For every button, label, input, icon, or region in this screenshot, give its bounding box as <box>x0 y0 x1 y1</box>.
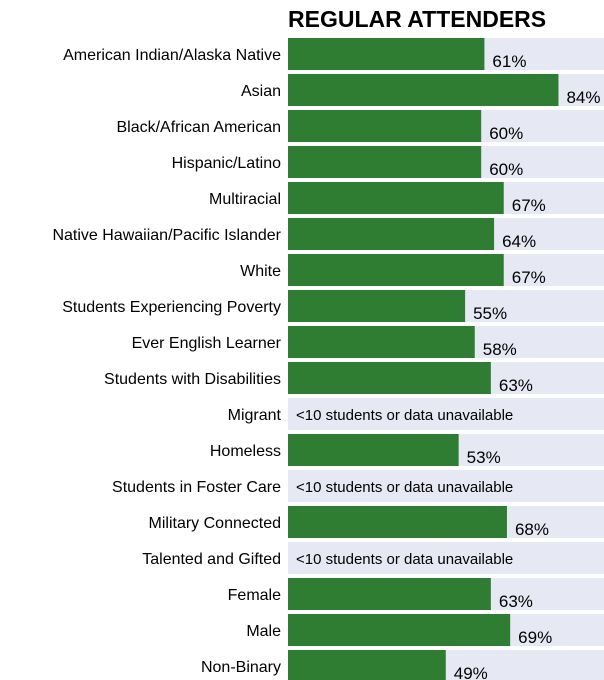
category-label: American Indian/Alaska Native <box>63 47 281 64</box>
chart-title: REGULAR ATTENDERS <box>288 6 547 32</box>
bar-track <box>288 398 604 430</box>
unavailable-label: <10 students or data unavailable <box>296 479 513 496</box>
unavailable-label: <10 students or data unavailable <box>296 407 513 424</box>
value-label: 58% <box>483 340 517 359</box>
value-label: 68% <box>515 520 549 539</box>
bar <box>288 38 485 70</box>
value-label: 63% <box>499 592 533 611</box>
bar <box>288 434 459 466</box>
value-label: 61% <box>492 52 526 71</box>
bar <box>288 218 495 250</box>
value-label: 64% <box>502 232 536 251</box>
unavailable-label: <10 students or data unavailable <box>296 551 513 568</box>
bar <box>288 614 511 646</box>
value-label: 55% <box>473 304 507 323</box>
category-label: Black/African American <box>116 119 281 136</box>
category-label: Students in Foster Care <box>112 479 281 496</box>
category-label: Native Hawaiian/Pacific Islander <box>52 227 281 244</box>
category-label: Multiracial <box>209 191 281 208</box>
bar <box>288 146 482 178</box>
category-label: Male <box>246 623 281 640</box>
bar <box>288 650 446 680</box>
bar <box>288 254 504 286</box>
bar <box>288 506 507 538</box>
bar <box>288 74 559 106</box>
value-label: 63% <box>499 376 533 395</box>
bar-track <box>288 470 604 502</box>
value-label: 67% <box>512 268 546 287</box>
bar-track <box>288 542 604 574</box>
value-label: 60% <box>489 124 523 143</box>
category-label: Non-Binary <box>201 659 281 676</box>
category-label: Asian <box>241 83 281 100</box>
category-label: White <box>240 263 281 280</box>
bar <box>288 578 491 610</box>
bar <box>288 362 491 394</box>
value-label: 69% <box>518 628 552 647</box>
category-label: Migrant <box>228 407 282 424</box>
value-label: 53% <box>467 448 501 467</box>
category-label: Students Experiencing Poverty <box>62 299 281 316</box>
value-label: 60% <box>489 160 523 179</box>
category-label: Hispanic/Latino <box>172 155 282 172</box>
category-label: Ever English Learner <box>132 335 282 352</box>
category-label: Military Connected <box>149 515 282 532</box>
category-label: Talented and Gifted <box>142 551 281 568</box>
bar <box>288 290 466 322</box>
value-label: 67% <box>512 196 546 215</box>
category-label: Female <box>228 587 281 604</box>
category-label: Homeless <box>210 443 281 460</box>
value-label: 49% <box>454 664 488 680</box>
bar <box>288 326 475 358</box>
value-label: 84% <box>566 88 600 107</box>
bar <box>288 110 482 142</box>
bar <box>288 182 504 214</box>
category-label: Students with Disabilities <box>104 371 281 388</box>
